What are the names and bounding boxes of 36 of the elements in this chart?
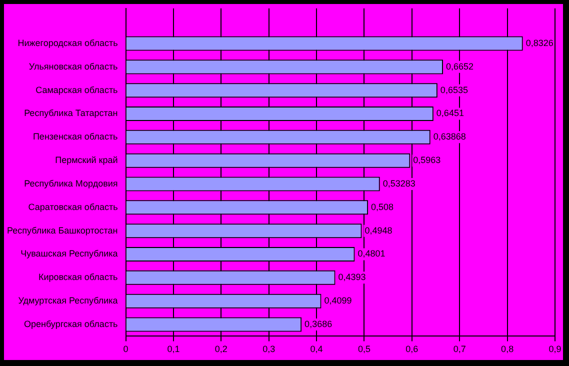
y-tick-label: Удмуртская Республика: [18, 296, 118, 306]
y-tick-label: Оренбургская область: [24, 318, 118, 329]
data-label: 0,4948: [364, 225, 392, 236]
data-label: 0,4801: [358, 248, 386, 259]
y-tick-label: Кировская область: [38, 272, 118, 282]
x-tick-label: 0,7: [453, 344, 466, 354]
y-tick-label: Республика Татарстан: [24, 108, 118, 118]
data-label: 0,8326: [526, 38, 554, 48]
data-label: 0,6451: [436, 108, 464, 118]
y-tick-label: Республика Башкортостан: [7, 225, 118, 236]
y-tick-label: Ульяновская область: [28, 61, 118, 72]
data-label: 0,6652: [446, 61, 474, 72]
x-tick-label: 0,6: [406, 344, 418, 354]
x-tick-label: 0: [123, 344, 128, 354]
x-tick-label: 0,1: [167, 344, 180, 354]
x-tick-label: 0,2: [214, 344, 228, 354]
x-tick-label: 0,8: [501, 344, 514, 354]
y-tick-label: Самарская область: [36, 84, 118, 95]
data-label: 0,6535: [440, 84, 468, 95]
y-tick-label: Пермский край: [55, 155, 118, 166]
data-label: 0,508: [371, 202, 394, 212]
data-label: 0,53283: [382, 178, 416, 188]
data-label: 0,3686: [304, 318, 332, 329]
data-label: 0,63868: [433, 132, 466, 142]
y-tick-label: Республика Мордовия: [24, 178, 118, 188]
y-tick-label: Чувашская Республика: [20, 248, 118, 259]
x-tick-label: 0,3: [262, 344, 276, 354]
y-tick-label: Нижегородская область: [18, 38, 118, 48]
data-label: 0,4393: [338, 272, 366, 282]
x-tick-label: 0,5: [358, 344, 370, 354]
y-tick-label: Саратовская область: [28, 202, 118, 212]
x-tick-label: 0,9: [548, 344, 562, 354]
y-tick-label: Пензенская область: [32, 132, 118, 142]
x-tick-label: 0,4: [310, 344, 323, 354]
data-label: 0,5963: [413, 155, 441, 166]
data-label: 0,4099: [324, 296, 352, 306]
